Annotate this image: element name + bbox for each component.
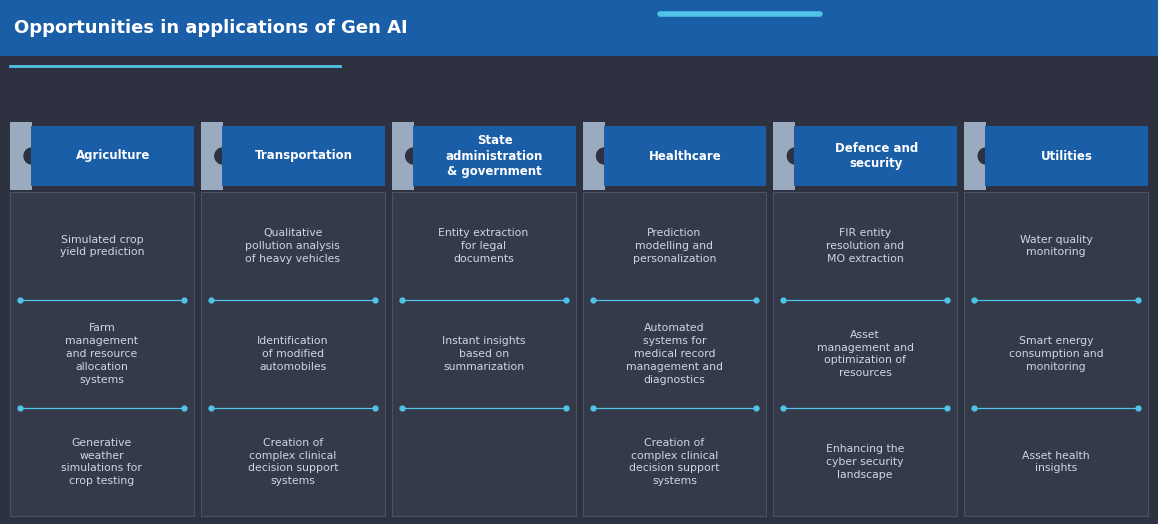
FancyBboxPatch shape: [222, 126, 384, 186]
Text: Entity extraction
for legal
documents: Entity extraction for legal documents: [439, 228, 529, 264]
FancyBboxPatch shape: [582, 192, 767, 516]
FancyBboxPatch shape: [200, 122, 222, 190]
Text: Farm
management
and resource
allocation
systems: Farm management and resource allocation …: [65, 323, 139, 385]
Polygon shape: [24, 148, 32, 164]
Text: Water quality
monitoring: Water quality monitoring: [1020, 235, 1092, 257]
FancyBboxPatch shape: [965, 122, 987, 190]
Text: FIR entity
resolution and
MO extraction: FIR entity resolution and MO extraction: [826, 228, 904, 264]
Text: Utilities: Utilities: [1041, 149, 1093, 162]
Text: State
administration
& government: State administration & government: [446, 134, 543, 179]
FancyBboxPatch shape: [582, 122, 604, 190]
Text: Prediction
modelling and
personalization: Prediction modelling and personalization: [632, 228, 716, 264]
FancyBboxPatch shape: [774, 192, 958, 516]
Text: Automated
systems for
medical record
management and
diagnostics: Automated systems for medical record man…: [626, 323, 723, 385]
FancyBboxPatch shape: [0, 0, 1158, 56]
Text: Healthcare: Healthcare: [648, 149, 721, 162]
Text: Instant insights
based on
summarization: Instant insights based on summarization: [442, 336, 526, 372]
FancyBboxPatch shape: [31, 126, 193, 186]
FancyBboxPatch shape: [200, 192, 384, 516]
FancyBboxPatch shape: [10, 122, 32, 190]
Polygon shape: [596, 148, 604, 164]
FancyBboxPatch shape: [794, 126, 958, 186]
Text: Generative
weather
simulations for
crop testing: Generative weather simulations for crop …: [61, 438, 142, 486]
Text: Identification
of modified
automobiles: Identification of modified automobiles: [257, 336, 329, 372]
FancyBboxPatch shape: [985, 126, 1148, 186]
FancyBboxPatch shape: [391, 122, 413, 190]
Text: Transportation: Transportation: [255, 149, 353, 162]
Text: Asset
management and
optimization of
resources: Asset management and optimization of res…: [816, 330, 914, 378]
Text: Asset health
insights: Asset health insights: [1023, 451, 1090, 473]
Text: Creation of
complex clinical
decision support
systems: Creation of complex clinical decision su…: [248, 438, 338, 486]
FancyBboxPatch shape: [603, 126, 767, 186]
Text: Qualitative
pollution analysis
of heavy vehicles: Qualitative pollution analysis of heavy …: [245, 228, 340, 264]
Polygon shape: [979, 148, 987, 164]
Polygon shape: [405, 148, 413, 164]
Text: Creation of
complex clinical
decision support
systems: Creation of complex clinical decision su…: [629, 438, 719, 486]
Polygon shape: [215, 148, 222, 164]
Text: Smart energy
consumption and
monitoring: Smart energy consumption and monitoring: [1009, 336, 1104, 372]
FancyBboxPatch shape: [10, 192, 193, 516]
FancyBboxPatch shape: [965, 192, 1148, 516]
Text: Simulated crop
yield prediction: Simulated crop yield prediction: [60, 235, 144, 257]
Text: Enhancing the
cyber security
landscape: Enhancing the cyber security landscape: [826, 444, 904, 480]
Text: Opportunities in applications of Gen AI: Opportunities in applications of Gen AI: [14, 19, 408, 37]
Text: Agriculture: Agriculture: [75, 149, 151, 162]
Polygon shape: [787, 148, 796, 164]
Text: Defence and
security: Defence and security: [835, 141, 918, 170]
FancyBboxPatch shape: [774, 122, 796, 190]
FancyBboxPatch shape: [412, 126, 576, 186]
FancyBboxPatch shape: [391, 192, 576, 516]
